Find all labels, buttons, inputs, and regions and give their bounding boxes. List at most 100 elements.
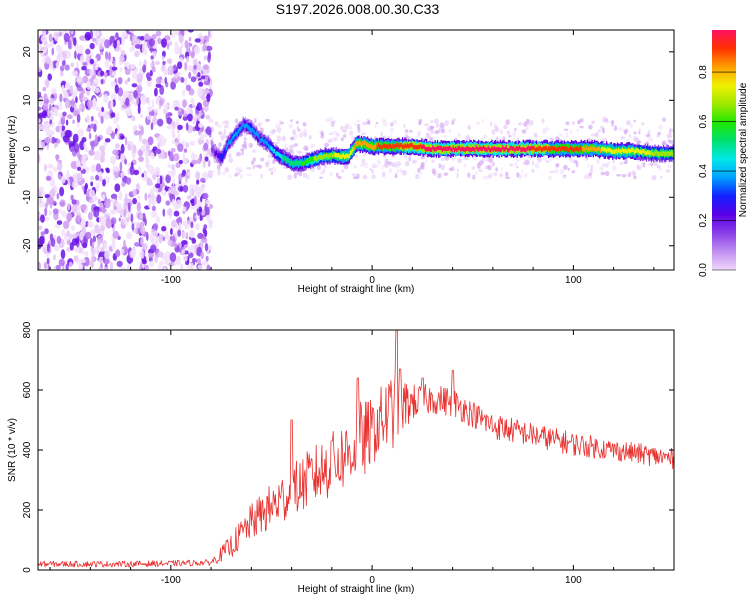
noise-speck xyxy=(200,251,204,260)
noise-speck xyxy=(66,230,70,237)
noise-speck xyxy=(38,43,42,49)
ridge-cell xyxy=(250,128,253,133)
ridge-cell xyxy=(598,146,600,151)
noise-speck xyxy=(152,231,159,237)
noise-speck xyxy=(451,120,455,125)
noise-speck xyxy=(341,169,344,173)
ridge-cell xyxy=(300,160,302,165)
ridge-cell xyxy=(563,146,565,151)
noise-speck xyxy=(65,119,69,126)
ridge-cell xyxy=(306,159,308,164)
noise-speck xyxy=(398,169,405,173)
ridge-cell xyxy=(433,146,435,152)
noise-speck xyxy=(217,169,221,176)
noise-speck xyxy=(159,98,164,107)
ridge-cell xyxy=(627,148,629,153)
ridge-cell xyxy=(404,143,406,148)
noise-speck xyxy=(103,93,109,104)
noise-speck xyxy=(169,151,174,162)
noise-speck xyxy=(186,55,190,63)
noise-speck xyxy=(293,133,298,140)
ridge-cell xyxy=(420,143,422,149)
noise-speck xyxy=(547,175,553,180)
noise-speck xyxy=(359,163,365,167)
noise-speck xyxy=(150,210,158,218)
ridge-cell xyxy=(236,131,238,137)
noise-speck xyxy=(239,173,243,179)
snr-line xyxy=(38,330,674,568)
noise-speck xyxy=(336,172,339,178)
ridge-cell xyxy=(299,161,301,166)
noise-speck xyxy=(190,76,197,83)
snr-panel: -100 0 100 0 200 400 600 800 Height of straigh… xyxy=(7,321,675,595)
ridge-cell xyxy=(301,161,303,166)
noise-speck xyxy=(472,174,476,180)
noise-speck xyxy=(166,117,172,125)
ridge-cell xyxy=(277,151,279,157)
noise-speck xyxy=(110,99,114,109)
noise-speck xyxy=(376,158,381,165)
noise-speck xyxy=(204,156,209,162)
ridge-cell xyxy=(543,146,545,151)
noise-speck xyxy=(56,235,62,245)
noise-speck xyxy=(162,236,166,241)
noise-speck xyxy=(638,131,641,135)
ridge-cell xyxy=(352,147,354,152)
noise-speck xyxy=(172,121,176,129)
ridge-cell xyxy=(383,143,386,148)
ridge-cell xyxy=(377,142,379,148)
noise-speck xyxy=(490,121,493,127)
spectrogram-x-tick-label: 0 xyxy=(369,275,375,286)
ridge-cell xyxy=(526,146,528,152)
noise-speck xyxy=(77,128,84,137)
ridge-cell xyxy=(630,148,632,153)
noise-speck xyxy=(110,81,117,88)
noise-speck xyxy=(63,32,70,43)
ridge-cell xyxy=(313,156,315,161)
ridge-cell xyxy=(265,140,267,145)
noise-speck xyxy=(67,39,72,50)
ridge-cell xyxy=(562,145,564,151)
ridge-cell xyxy=(560,147,562,152)
noise-speck xyxy=(204,242,209,252)
noise-speck xyxy=(116,112,120,122)
ridge-cell xyxy=(376,144,378,150)
noise-speck xyxy=(290,136,295,141)
noise-speck xyxy=(224,120,230,126)
ridge-cell xyxy=(648,150,650,155)
noise-speck xyxy=(64,64,70,71)
ridge-cell xyxy=(463,147,465,152)
noise-speck xyxy=(157,264,162,270)
ridge-cell xyxy=(497,147,499,152)
noise-speck xyxy=(614,125,618,132)
ridge-cell xyxy=(308,158,311,163)
noise-speck xyxy=(554,168,559,174)
ridge-cell xyxy=(461,146,463,151)
ridge-cell xyxy=(616,150,619,155)
noise-speck xyxy=(444,134,448,138)
ridge-cell xyxy=(439,145,441,150)
noise-speck xyxy=(316,164,321,170)
noise-speck xyxy=(121,181,126,187)
noise-speck xyxy=(111,66,118,71)
colorbar-tick-label: 0.2 xyxy=(698,213,709,227)
noise-speck xyxy=(140,236,144,246)
noise-speck xyxy=(73,142,80,153)
noise-speck xyxy=(290,119,293,123)
noise-speck xyxy=(636,164,639,169)
noise-speck xyxy=(206,264,211,270)
noise-speck xyxy=(171,198,175,206)
noise-speck xyxy=(405,160,410,167)
noise-speck xyxy=(70,194,74,201)
ridge-cell xyxy=(385,144,387,149)
noise-speck xyxy=(99,51,104,56)
noise-speck xyxy=(371,176,375,180)
ridge-cell xyxy=(442,146,445,151)
ridge-cell xyxy=(231,136,233,141)
noise-speck xyxy=(206,93,211,103)
noise-speck xyxy=(197,72,201,78)
noise-speck xyxy=(90,115,94,122)
noise-speck xyxy=(95,182,100,192)
noise-speck xyxy=(44,43,47,54)
